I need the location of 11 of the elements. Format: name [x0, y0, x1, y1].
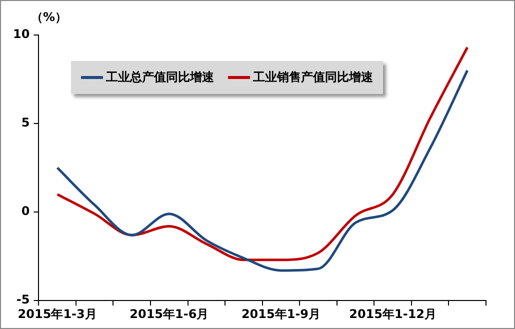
- legend-label: 工业销售产值同比增速: [252, 69, 373, 86]
- x-tick-label: 2015年1-6月: [130, 306, 209, 321]
- x-tick-label: 2015年1-9月: [241, 306, 321, 321]
- legend-label: 工业总产值同比增速: [105, 69, 214, 86]
- x-tick-label: 2015年1-3月: [18, 306, 97, 321]
- y-tick-label: 5: [21, 116, 30, 130]
- x-tick-label: 2015年1-12月: [349, 306, 437, 321]
- y-tick-label: 0: [21, 204, 30, 218]
- y-tick-label: 10: [12, 27, 30, 42]
- y-axis-title: （%）: [31, 9, 68, 26]
- y-tick-label: -5: [16, 292, 30, 307]
